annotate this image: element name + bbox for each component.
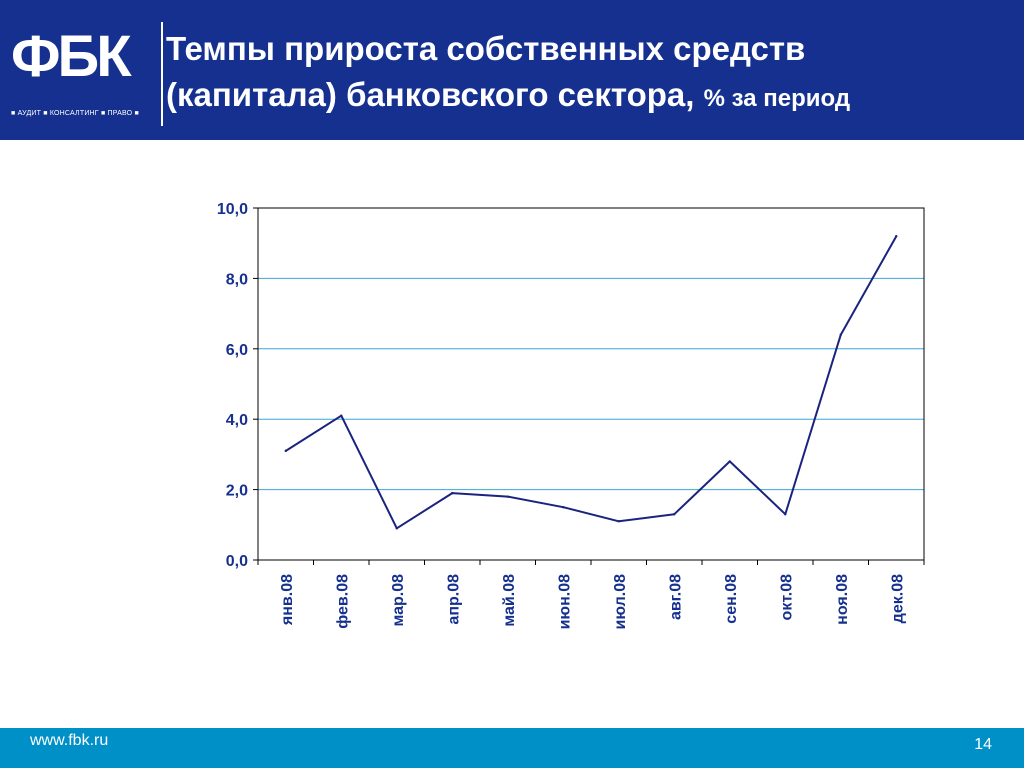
x-tick-label: окт.08 xyxy=(778,574,795,621)
title-unit: % за период xyxy=(703,85,851,112)
y-tick-label: 10,0 xyxy=(217,201,248,218)
data-point xyxy=(562,506,565,509)
x-tick-label: фев.08 xyxy=(334,574,351,629)
data-point xyxy=(395,527,398,530)
plot-area xyxy=(257,207,925,561)
title-line-2-text: (капитала) банковского сектора, xyxy=(166,76,695,113)
x-tick-label: апр.08 xyxy=(445,574,462,625)
data-point xyxy=(728,460,731,463)
slide-title: Темпы прироста собственных средств (капи… xyxy=(166,26,1022,122)
x-tick-label: дек.08 xyxy=(889,574,906,623)
series-line xyxy=(285,235,898,530)
x-tick-label: мар.08 xyxy=(390,574,407,627)
data-point xyxy=(895,234,898,238)
slide-footer: www.fbk.ru 14 xyxy=(0,728,1024,768)
title-line-1: Темпы прироста собственных средств xyxy=(166,30,806,67)
logo-tagline: ■ АУДИТ ■ КОНСАЛТИНГ ■ ПРАВО ■ xyxy=(11,110,139,117)
x-tick-label: июл.08 xyxy=(612,574,629,630)
footer-url: www.fbk.ru xyxy=(30,732,109,749)
x-tick-label: май.08 xyxy=(501,574,518,627)
data-point xyxy=(673,513,676,516)
y-tick-label: 2,0 xyxy=(226,483,248,500)
header-divider xyxy=(161,22,163,126)
x-tick-label: сен.08 xyxy=(723,574,740,624)
data-point xyxy=(617,520,620,523)
logo-mark: ФБК xyxy=(11,24,132,89)
data-point xyxy=(340,414,343,417)
x-tick-label: авг.08 xyxy=(667,574,684,620)
line-chart: 0,0 2,0 4,0 6,0 8,0 10,0 янв.08 фев.08 мар.08 апр… xyxy=(217,201,925,630)
data-point xyxy=(784,513,787,516)
data-point xyxy=(839,333,842,336)
y-tick-label: 0,0 xyxy=(226,553,248,570)
y-tick-label: 4,0 xyxy=(226,412,248,429)
data-point xyxy=(451,491,454,495)
y-tick-label: 8,0 xyxy=(226,271,248,288)
x-tick-label: янв.08 xyxy=(279,574,296,626)
page-number: 14 xyxy=(974,736,992,753)
title-line-2: (капитала) банковского сектора, % за пер… xyxy=(166,72,1022,122)
x-tick-label: ноя.08 xyxy=(834,574,851,625)
fbk-logo: ФБК ■ АУДИТ ■ КОНСАЛТИНГ ■ ПРАВО ■ xyxy=(9,22,154,122)
y-tick-label: 6,0 xyxy=(226,342,248,359)
data-point xyxy=(506,495,509,498)
x-tick-label: июн.08 xyxy=(556,574,573,630)
slide-header: ФБК ■ АУДИТ ■ КОНСАЛТИНГ ■ ПРАВО ■ Темпы… xyxy=(0,0,1024,140)
data-point xyxy=(284,449,287,453)
